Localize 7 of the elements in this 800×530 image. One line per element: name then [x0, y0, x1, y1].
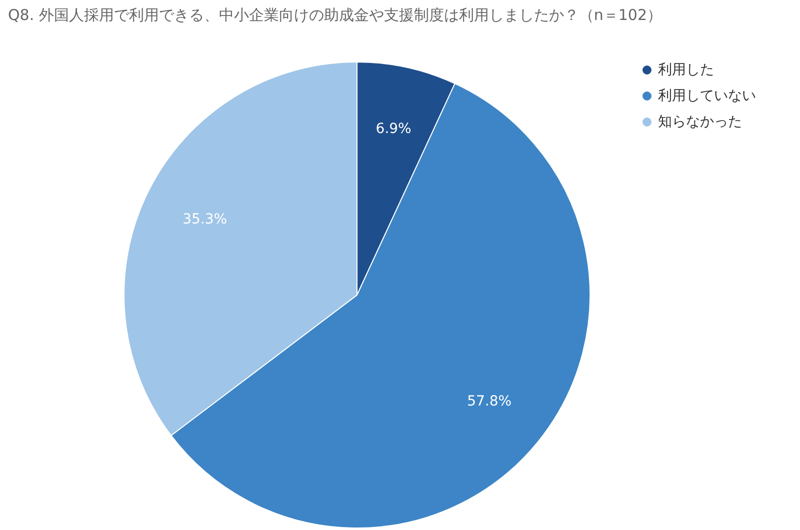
data-label: 6.9%	[376, 120, 412, 137]
chart-title: Q8. 外国人採用で利用できる、中小企業向けの助成金や支援制度は利用しましたか？（n＝102）	[8, 6, 662, 24]
legend-label: 利用した	[658, 62, 714, 78]
legend-label: 知らなかった	[658, 114, 742, 130]
data-label: 57.8%	[467, 394, 512, 410]
data-label: 35.3%	[182, 211, 228, 228]
legend-label: 利用していない	[658, 88, 756, 104]
